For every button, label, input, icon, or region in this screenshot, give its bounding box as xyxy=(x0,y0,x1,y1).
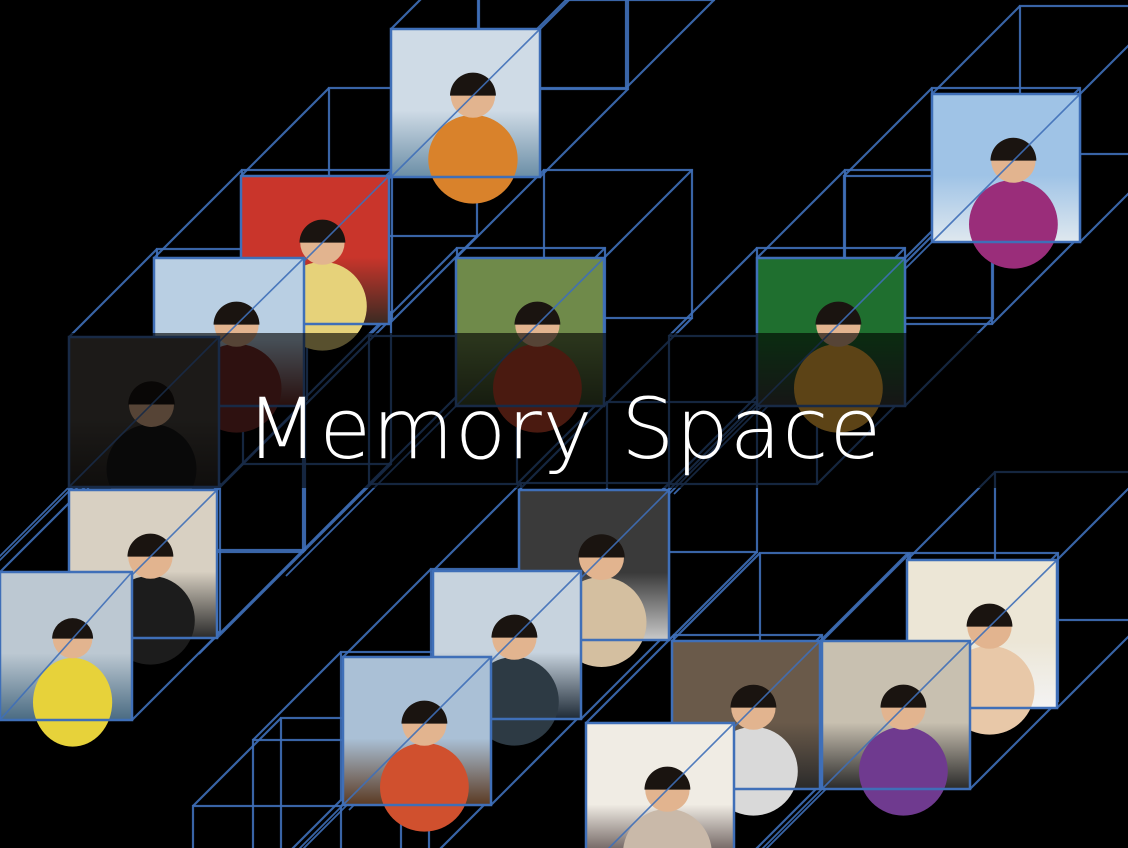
empty-frame-6 xyxy=(191,804,343,848)
photo-boy-woman-sunny-deck xyxy=(930,92,1082,269)
page-title: Memory Space xyxy=(245,380,883,478)
photo-boy-terrace-trees xyxy=(341,655,493,832)
photo-family-kitchen-table xyxy=(820,639,972,816)
photo-boy-yellow-jacket-harbor xyxy=(0,570,134,747)
photo-woman-orange-jacket-seaside xyxy=(389,27,542,204)
title-band xyxy=(0,333,1128,488)
photo-family-kitchen-group xyxy=(584,721,736,848)
